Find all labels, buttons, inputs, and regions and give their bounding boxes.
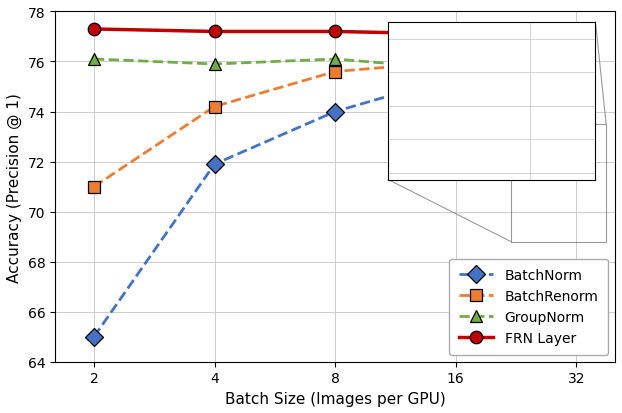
BatchNorm bbox=[211, 162, 218, 167]
BatchRenorm bbox=[572, 62, 580, 67]
BatchNorm bbox=[452, 75, 460, 80]
Line: GroupNorm: GroupNorm bbox=[88, 54, 582, 76]
GroupNorm bbox=[572, 65, 580, 70]
BatchNorm bbox=[572, 57, 580, 62]
Line: FRN Layer: FRN Layer bbox=[88, 24, 582, 41]
Y-axis label: Accuracy (Precision @ 1): Accuracy (Precision @ 1) bbox=[7, 93, 22, 282]
BatchRenorm bbox=[332, 70, 339, 75]
GroupNorm bbox=[452, 67, 460, 72]
X-axis label: Batch Size (Images per GPU): Batch Size (Images per GPU) bbox=[225, 391, 445, 406]
Line: BatchRenorm: BatchRenorm bbox=[88, 56, 582, 193]
Bar bbox=[511, 125, 606, 242]
Legend: BatchNorm, BatchRenorm, GroupNorm, FRN Layer: BatchNorm, BatchRenorm, GroupNorm, FRN L… bbox=[449, 259, 608, 355]
GroupNorm bbox=[90, 57, 98, 62]
BatchNorm bbox=[332, 110, 339, 115]
GroupNorm bbox=[211, 62, 218, 67]
Line: BatchNorm: BatchNorm bbox=[88, 54, 582, 343]
FRN Layer bbox=[332, 30, 339, 35]
BatchRenorm bbox=[211, 105, 218, 110]
BatchRenorm bbox=[90, 185, 98, 190]
GroupNorm bbox=[332, 57, 339, 62]
FRN Layer bbox=[572, 30, 580, 35]
BatchRenorm bbox=[452, 60, 460, 65]
FRN Layer bbox=[90, 27, 98, 32]
FRN Layer bbox=[211, 30, 218, 35]
FRN Layer bbox=[452, 32, 460, 37]
BatchNorm bbox=[90, 335, 98, 339]
